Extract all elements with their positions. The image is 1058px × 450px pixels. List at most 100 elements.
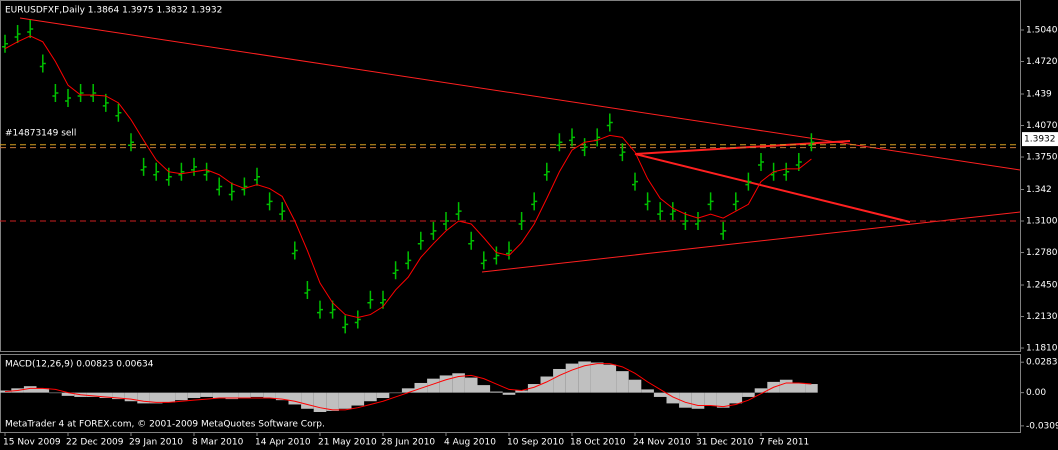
x-tick-label: 8 Mar 2010 [192,438,244,448]
chart-title: EURUSDFXF,Daily 1.3864 1.3975 1.3832 1.3… [5,6,222,16]
price-bar [380,290,386,309]
price-bar [39,54,46,73]
macd-bar [23,386,37,393]
price-bar [14,24,21,43]
macd-bar [112,392,125,400]
price-bar [228,182,235,201]
price-bar [443,212,449,231]
price-bar [304,280,311,299]
trend-line [634,153,911,223]
price-bar [455,202,462,221]
trend-line [481,211,1021,273]
macd-bar [175,392,188,401]
macd-bar [679,392,692,408]
macd-title: MACD(12,26,9) 0.00823 0.00634 [5,360,154,370]
price-bar [632,172,638,191]
macd-bar [376,392,390,399]
price-bar [128,133,134,152]
macd-bar [490,391,503,393]
macd-bar [616,371,629,393]
macd-bar [477,385,491,393]
y-tick-label: 1.3750 [1026,153,1058,163]
x-tick-label: 21 May 2010 [318,438,377,448]
x-tick-label: 7 Feb 2011 [759,438,809,448]
x-tick-label: 14 Apr 2010 [255,438,311,448]
y-tick-label: 1.2780 [1026,248,1058,258]
macd-bar [439,375,453,393]
y-tick-label: 1.342 [1026,185,1052,195]
x-tick-label: 28 Jun 2010 [381,438,435,448]
macd-bar [263,392,276,399]
price-bar [266,192,273,211]
price-bar [367,290,374,309]
price-bar [682,212,689,231]
price-bar [468,231,475,250]
macd-bar [792,382,806,393]
macd-bar [238,392,251,399]
price-bar [745,172,752,191]
x-tick-label: 29 Jan 2010 [129,438,183,448]
price-bar [102,93,109,112]
price-bar [480,251,487,270]
price-bar [279,202,286,221]
footer: MetaTrader 4 at FOREX.com, © 2001-2009 M… [5,420,325,430]
y-tick-label: 1.439 [1026,90,1052,100]
x-tick-label: 10 Sep 2010 [507,438,564,448]
macd-bar [464,377,478,393]
macd-bar [187,392,201,399]
price-bar [178,162,185,181]
y-tick-label: 0.0283 [1026,358,1058,368]
x-tick-label: 15 Nov 2009 [3,438,61,448]
macd-bar [452,373,465,393]
macd-bar [540,376,554,393]
x-tick-label: 31 Dec 2010 [696,438,754,448]
price-bar [2,34,8,53]
macd-bar [124,392,138,402]
y-tick-label: -0.0309 [1026,421,1058,431]
price-bar [707,192,714,211]
macd-bar [212,392,226,399]
macd-frame [0,354,1021,433]
macd-bar [326,392,339,411]
y-tick-label: 0.00 [1026,388,1046,398]
price-bar [203,162,210,181]
price-bar [329,300,336,319]
y-tick-label: 1.2450 [1026,281,1058,291]
current-price-label: 1.3932 [1024,135,1056,145]
macd-bar [590,362,604,393]
price-bar [569,128,575,147]
price-bar [720,221,727,240]
macd-bar [754,388,768,393]
y-tick-label: 1.1810 [1026,344,1058,354]
price-bar [506,241,512,260]
price-bar [758,152,764,171]
order-label: #14873149 sell [5,129,76,139]
macd-bar [313,392,327,412]
macd-bar [149,392,163,404]
macd-bar [351,392,365,406]
macd-bar [553,368,566,393]
price-bar [606,113,613,132]
x-tick-label: 18 Oct 2010 [570,438,626,448]
macd-bar [250,392,264,397]
price-bar [115,103,122,122]
macd-bar [603,364,617,393]
macd-bar [275,392,289,401]
macd-bar [641,389,654,393]
macd-bar [99,392,113,399]
price-bar [493,246,500,265]
price-bar [619,143,626,162]
price-bar [417,231,424,250]
macd-bar [86,392,100,397]
price-bar [405,251,412,270]
macd-bar [502,392,516,395]
x-tick-label: 24 Nov 2010 [633,438,691,448]
price-bar [732,192,739,211]
macd-bar [729,392,743,404]
price-bar [241,177,248,196]
price-bar [90,84,97,103]
price-bar [695,212,701,231]
current-price-box [1022,132,1058,147]
macd-bar [137,392,150,404]
